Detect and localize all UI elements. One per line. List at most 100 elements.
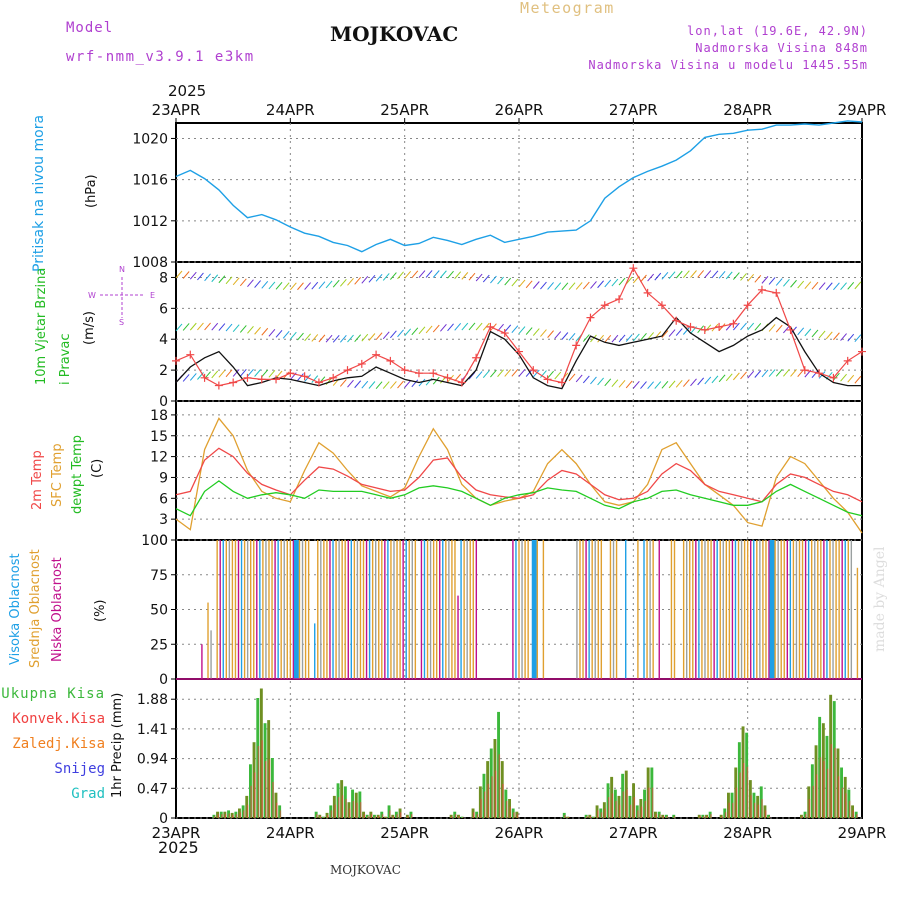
x-tick-top: 28APR (723, 101, 772, 119)
precip-legend-hail: Grad (71, 786, 105, 802)
wind-barb (525, 369, 533, 377)
conv-precip-bar (374, 816, 376, 818)
precip-bar (832, 701, 836, 818)
gust-marker (443, 373, 452, 382)
wind-barb (797, 327, 805, 336)
conv-precip-bar (615, 800, 617, 818)
y-tick-label: 0.94 (137, 752, 168, 768)
wind-barb (347, 379, 354, 388)
wind-barb (647, 381, 655, 389)
conv-precip-bar (268, 759, 271, 818)
wind-barb (661, 380, 669, 389)
y-tick-label: 75 (150, 568, 168, 584)
precip-bar (482, 773, 486, 818)
wind-barb (632, 333, 640, 342)
gust-marker (672, 316, 681, 325)
wind-barb (647, 332, 655, 340)
wind-barb (368, 274, 376, 283)
wind-barb (547, 330, 554, 338)
y-tick-label: 0.47 (137, 781, 168, 797)
conv-precip-bar (735, 787, 738, 818)
y-tick-label: 15 (150, 429, 168, 445)
wind-barb (504, 324, 512, 333)
conv-precip-bar (655, 814, 657, 818)
precip-bar (759, 786, 763, 818)
conv-precip-bar (702, 816, 705, 818)
conv-precip-bar (564, 815, 566, 818)
conv-precip-bar (659, 814, 661, 818)
station-title: MOJKOVAC (330, 22, 459, 46)
conv-precip-bar (816, 774, 818, 818)
wind-barb (490, 369, 497, 378)
conv-precip-bar (856, 814, 858, 818)
conv-precip-bar (619, 804, 621, 818)
wind-barb (189, 322, 197, 331)
wind-barb (468, 371, 476, 380)
wind-barb (239, 278, 247, 287)
conv-precip-bar (261, 740, 263, 818)
wind-barb (175, 270, 183, 279)
wind-barb (640, 332, 647, 341)
wind-barb (518, 369, 526, 377)
wind-barb (825, 331, 833, 340)
precip-bar (745, 732, 749, 818)
conv-precip-bar (597, 810, 599, 818)
precip-bar (354, 792, 358, 818)
precip-bar (489, 748, 493, 818)
gust-marker (629, 264, 638, 273)
conv-precip-bar (330, 810, 333, 818)
wind-barb (568, 373, 576, 382)
precip-bar (358, 791, 362, 818)
conv-precip-bar (389, 810, 391, 818)
wind-barb (690, 270, 697, 278)
gust-marker (286, 369, 295, 378)
y-tick-label: 3 (159, 512, 168, 528)
conv-precip-bar (349, 808, 351, 818)
wind-barb (382, 273, 390, 281)
wind-barb (854, 281, 862, 290)
wind-barb (304, 282, 312, 290)
wind-barb (547, 282, 554, 290)
wind-barb (847, 333, 855, 342)
wind-barb (411, 270, 419, 279)
wind-barb (475, 273, 483, 282)
panel-frame-0 (175, 122, 863, 263)
gust-marker (829, 373, 838, 382)
precip-bar (230, 812, 234, 818)
wind-barb (682, 379, 690, 387)
wind-barb (182, 374, 190, 382)
wind-barb (540, 329, 547, 337)
y-tick-label: 100 (141, 533, 168, 549)
elevation-info: Nadmorska Visina 848m (695, 41, 868, 55)
wind-barb (297, 282, 304, 291)
precip-bar (847, 789, 851, 818)
precip-bar (347, 802, 351, 818)
wind-barb (783, 279, 790, 287)
wind-barb (418, 326, 426, 335)
wind-barb (454, 323, 462, 331)
wind-barb (247, 325, 254, 334)
wind-barb (339, 379, 347, 387)
precip-bar (730, 792, 734, 818)
wind-barb (775, 278, 783, 286)
precip-bar (708, 811, 712, 818)
wind-barb (497, 369, 504, 377)
x-tick-top: 24APR (266, 101, 315, 119)
conv-precip-bar (476, 814, 479, 818)
wind-barb (811, 281, 819, 290)
conv-precip-bar (827, 768, 829, 818)
conv-precip-bar (589, 816, 592, 818)
wind-barb (547, 370, 554, 379)
wind-barb (511, 368, 519, 377)
wind-barb (540, 370, 547, 378)
wind-barb (754, 370, 762, 378)
wind-barb (397, 380, 404, 389)
wind-barb (261, 327, 269, 336)
precip-bar (216, 811, 219, 818)
y-tick-label: 12 (150, 450, 168, 466)
gust-marker (400, 366, 409, 375)
wind-barb (768, 277, 776, 285)
conv-precip-bar (392, 816, 395, 818)
wind-barb (654, 381, 662, 389)
conv-precip-bar (224, 814, 227, 818)
